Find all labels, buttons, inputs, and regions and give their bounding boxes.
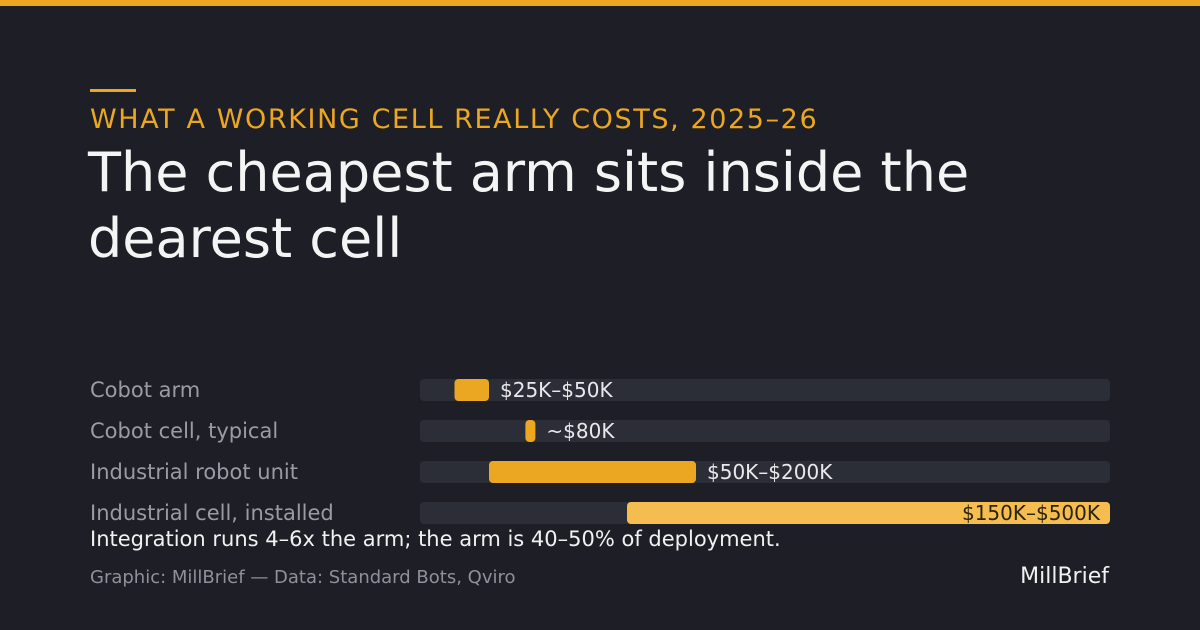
value-label-cobot-cell-typical: ~$80K <box>546 419 615 443</box>
value-label-industrial-cell-installed: $150K–$500K <box>962 501 1101 525</box>
value-label-industrial-robot-unit: $50K–$200K <box>707 460 833 484</box>
chart-summary: Integration runs 4–6x the arm; the arm i… <box>90 527 781 551</box>
source-credit: Graphic: MillBrief — Data: Standard Bots… <box>90 567 516 588</box>
category-label-cobot-cell-typical: Cobot cell, typical <box>90 419 278 443</box>
top-accent-rule <box>0 0 1200 6</box>
range-bar-cobot-cell-typical <box>525 420 536 442</box>
page-title: The cheapest arm sits inside the dearest… <box>88 141 970 270</box>
bar-track-cobot-arm <box>420 379 1110 401</box>
kicker: WHAT A WORKING CELL REALLY COSTS, 2025–2… <box>90 104 819 135</box>
range-bar-industrial-robot-unit <box>489 461 696 483</box>
category-label-cobot-arm: Cobot arm <box>90 378 200 402</box>
range-bar-industrial-cell-installed <box>627 502 1110 524</box>
category-label-industrial-robot-unit: Industrial robot unit <box>90 460 298 484</box>
range-bar-cobot-arm <box>454 379 489 401</box>
category-label-industrial-cell-installed: Industrial cell, installed <box>90 501 334 525</box>
bar-track-cobot-cell-typical <box>420 420 1110 442</box>
brand-logo: MillBrief <box>1020 564 1109 589</box>
kicker-accent-bar <box>90 89 136 92</box>
value-label-cobot-arm: $25K–$50K <box>500 378 613 402</box>
